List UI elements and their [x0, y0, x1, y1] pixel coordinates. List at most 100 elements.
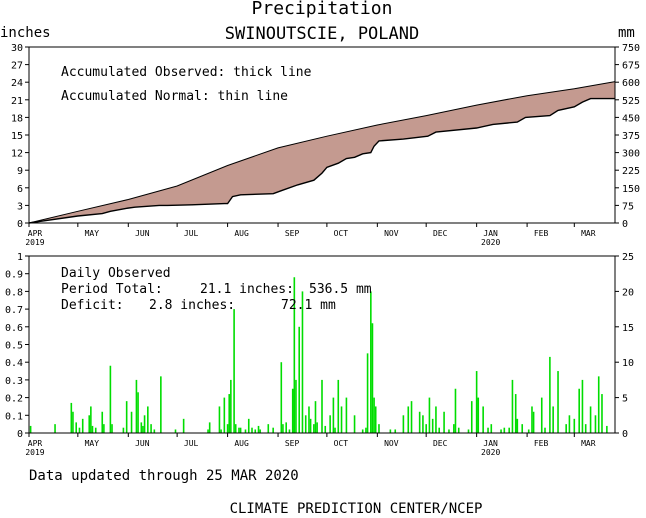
- daily-bar: [482, 406, 484, 433]
- daily-bar: [238, 427, 240, 433]
- bottom-month-label: SEP: [285, 439, 300, 448]
- daily-bar: [453, 424, 455, 433]
- accumulated-chart: inches mm 036912151821242730075150225300…: [0, 25, 640, 247]
- daily-bar: [75, 422, 78, 433]
- daily-bar: [143, 415, 146, 433]
- daily-bar: [125, 401, 128, 433]
- daily-bar: [244, 429, 247, 433]
- daily-bar: [584, 424, 587, 433]
- top-month-label: OCT: [334, 229, 349, 238]
- daily-bar: [142, 425, 144, 433]
- top-month-label: AUG: [234, 229, 249, 238]
- daily-bar: [230, 379, 232, 433]
- daily-bar: [540, 397, 543, 433]
- daily-bar: [254, 429, 257, 433]
- daily-bar: [122, 427, 125, 433]
- daily-bar: [470, 401, 473, 433]
- daily-bar: [280, 362, 283, 433]
- daily-bar: [70, 402, 73, 433]
- daily-bar: [549, 356, 551, 433]
- daily-bar: [321, 379, 323, 433]
- daily-bar: [293, 277, 296, 433]
- daily-bar: [508, 427, 510, 433]
- top-y2-tick-label: 75: [622, 201, 634, 212]
- daily-bar: [581, 379, 584, 433]
- daily-bar: [288, 429, 291, 433]
- daily-bar: [285, 422, 287, 433]
- bottom-y2-tick-label: 25: [622, 252, 634, 263]
- bottom-axis-ticks: 00.10.20.30.40.50.60.70.80.910510152025A…: [5, 252, 634, 457]
- top-axis-ticks: 0369121518212427300751502253003754505256…: [11, 43, 640, 247]
- bottom-y-tick-label: 0.1: [5, 411, 23, 422]
- top-y-axis-label: inches: [0, 25, 51, 41]
- daily-bar: [150, 424, 152, 433]
- top-y2-tick-label: 300: [622, 149, 640, 160]
- bottom-month-label: NOV: [384, 439, 399, 448]
- top-month-label: JUL: [184, 229, 199, 238]
- period-total-label: Period Total:: [61, 282, 163, 297]
- top-y-tick-label: 24: [11, 78, 23, 89]
- daily-bar: [218, 406, 221, 433]
- daily-bar: [601, 394, 603, 433]
- daily-bar: [340, 406, 343, 433]
- daily-bar: [226, 424, 229, 433]
- bottom-y2-tick-label: 15: [622, 323, 634, 334]
- daily-bar: [606, 425, 608, 433]
- bottom-month-label: AUG: [234, 439, 249, 448]
- bottom-month-label: MAY: [85, 439, 100, 448]
- daily-bar: [332, 397, 335, 433]
- daily-bar: [353, 415, 356, 433]
- daily-bar: [337, 379, 340, 433]
- daily-bar: [103, 424, 105, 433]
- daily-bar: [345, 397, 348, 433]
- bottom-y-tick-label: 0.3: [5, 376, 23, 387]
- bottom-y2-tick-label: 20: [622, 287, 634, 298]
- daily-bar: [137, 392, 139, 433]
- daily-bar: [532, 411, 535, 433]
- daily-bar: [298, 326, 301, 433]
- daily-bar: [182, 418, 185, 433]
- normal-annotation: Accumulated Normal: thin line: [61, 89, 288, 104]
- top-y2-tick-label: 750: [622, 43, 640, 54]
- daily-bar: [544, 427, 546, 433]
- daily-bar: [594, 415, 597, 433]
- daily-bar: [54, 424, 56, 433]
- top-year-label: 2019: [25, 238, 44, 247]
- daily-bar: [272, 427, 274, 433]
- bottom-y-tick-label: 0: [17, 429, 23, 440]
- daily-bar: [259, 429, 261, 433]
- daily-bar: [90, 406, 92, 433]
- daily-bar: [308, 406, 310, 433]
- daily-bar: [160, 376, 162, 433]
- daily-bar: [407, 406, 410, 433]
- top-y2-tick-label: 675: [622, 61, 640, 72]
- daily-bar: [91, 425, 94, 433]
- bottom-month-label: MAR: [581, 439, 596, 448]
- bottom-month-label: JUL: [184, 439, 199, 448]
- daily-bar: [247, 418, 250, 433]
- daily-bar: [101, 411, 104, 433]
- daily-bar: [309, 418, 312, 433]
- daily-bar: [234, 424, 237, 433]
- daily-bar: [313, 424, 315, 433]
- daily-bar: [521, 424, 524, 433]
- daily-bar: [267, 424, 270, 433]
- daily-bar: [475, 371, 478, 433]
- daily-bar: [487, 427, 489, 433]
- daily-bar: [389, 429, 392, 433]
- bottom-y2-tick-label: 0: [622, 429, 628, 440]
- daily-bar: [72, 411, 74, 433]
- bottom-month-label: OCT: [334, 439, 349, 448]
- daily-bar: [374, 406, 377, 433]
- bottom-y-tick-label: 0.9: [5, 270, 23, 281]
- daily-bar: [565, 424, 567, 433]
- deficit-label: Deficit:: [61, 298, 124, 313]
- credit-line: CLIMATE PREDICTION CENTER/NCEP: [230, 501, 483, 517]
- daily-bar: [147, 406, 149, 433]
- daily-bar: [454, 388, 457, 433]
- top-y2-tick-label: 600: [622, 78, 640, 89]
- daily-bar: [531, 406, 533, 433]
- bottom-y-tick-label: 0.2: [5, 394, 23, 405]
- daily-bar: [418, 411, 421, 433]
